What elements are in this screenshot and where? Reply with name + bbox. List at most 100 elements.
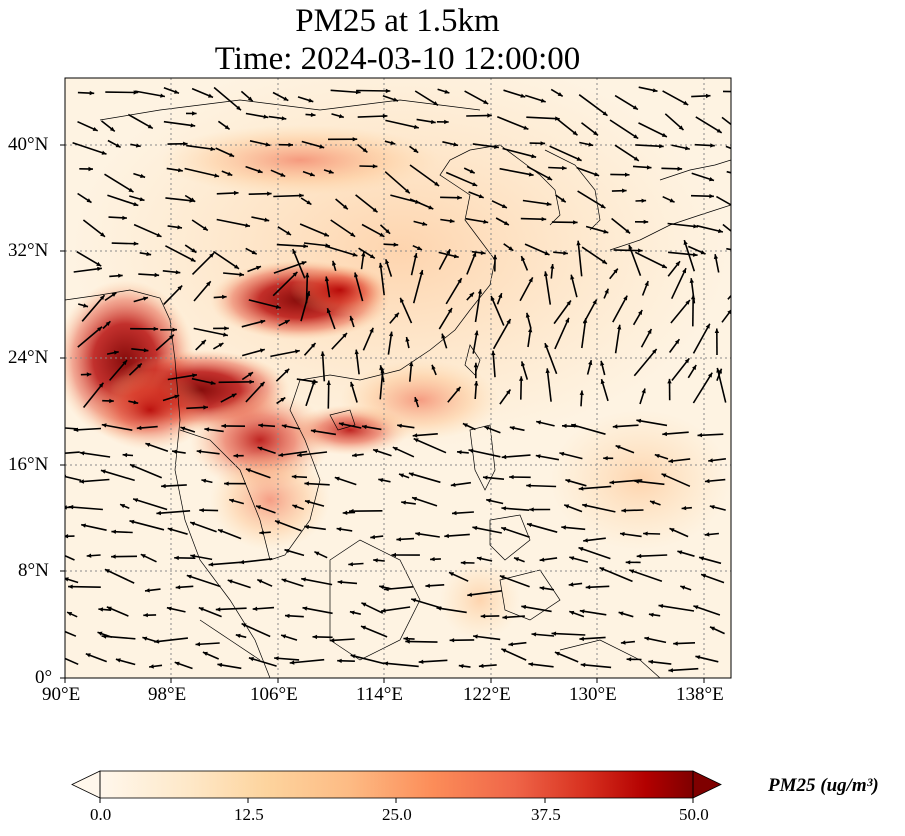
wind-arrow-head — [378, 262, 383, 268]
wind-arrow-head — [494, 144, 499, 149]
wind-arrow-head — [334, 476, 340, 481]
wind-arrow-head — [599, 567, 605, 572]
wind-arrow-shaft — [634, 251, 668, 269]
wind-arrow-shaft — [274, 520, 302, 532]
wind-arrow-head — [352, 453, 357, 458]
wind-arrow-shaft — [82, 219, 106, 238]
wind-arrow-shaft — [546, 368, 552, 402]
wind-arrow-head — [557, 92, 563, 97]
wind-arrow-head — [100, 469, 106, 474]
wind-arrow-head — [501, 506, 507, 511]
wind-arrow-head — [323, 232, 329, 237]
colorbar-tick-label: 12.5 — [234, 805, 264, 824]
wind-arrow-head — [201, 340, 206, 345]
wind-arrow-head — [501, 527, 507, 532]
wind-arrow-head — [149, 664, 154, 669]
wind-arrow-head — [405, 337, 410, 342]
wind-arrow-head — [502, 615, 507, 620]
wind-arrow-head — [392, 447, 398, 451]
wind-arrow-head — [544, 251, 550, 256]
wind-arrow-head — [683, 100, 689, 105]
wind-arrow-shaft — [327, 380, 330, 409]
wind-arrow-head — [190, 521, 196, 526]
wind-arrow-head — [391, 552, 396, 558]
wind-arrow-shaft — [270, 349, 300, 358]
wind-arrow-head — [133, 498, 139, 503]
wind-arrow-shaft — [101, 423, 133, 431]
wind-arrow-head — [385, 259, 390, 265]
wind-arrow-head — [617, 324, 622, 330]
wind-arrow-head — [135, 143, 141, 148]
wind-arrow-shaft — [379, 368, 384, 400]
wind-arrow-head — [133, 400, 139, 405]
wind-arrow-head — [528, 172, 534, 177]
wind-arrow-head — [105, 321, 111, 326]
wind-arrow-head — [570, 274, 575, 280]
wind-arrow-head — [128, 187, 134, 193]
wind-arrow-shaft — [65, 427, 78, 430]
wind-arrow-head — [531, 154, 537, 159]
wind-arrow-head — [46, 650, 51, 654]
wind-arrow-head — [509, 426, 515, 431]
wind-arrow-shaft — [578, 94, 608, 117]
wind-arrow-head — [564, 504, 570, 509]
wind-arrow-head — [467, 592, 472, 597]
wind-arrow-head — [480, 614, 486, 619]
wind-arrow-head — [257, 169, 263, 174]
wind-arrow-head — [349, 610, 355, 615]
wind-arrow-shaft — [726, 247, 731, 251]
wind-arrow-head — [350, 232, 356, 237]
wind-arrow-head — [204, 427, 210, 432]
wind-arrow-shaft — [399, 297, 413, 324]
wind-arrow-head — [139, 197, 145, 202]
wind-arrow-head — [675, 261, 680, 267]
x-tick-label: 130°E — [569, 684, 617, 705]
wind-arrow-shaft — [163, 120, 196, 127]
coastlines — [65, 99, 731, 678]
wind-arrow-head — [256, 505, 261, 510]
wind-arrow-shaft — [445, 277, 463, 305]
wind-arrow-head — [372, 207, 378, 213]
wind-arrow-head — [115, 658, 121, 663]
wind-arrow-head — [418, 659, 424, 664]
wind-arrow-shaft — [609, 119, 639, 140]
wind-arrow-head — [218, 529, 223, 534]
wind-arrow-head — [430, 119, 436, 124]
wind-arrow-head — [743, 151, 748, 155]
wind-arrow-head — [227, 579, 233, 584]
wind-arrow-head — [678, 125, 684, 130]
wind-arrow-head — [154, 639, 159, 644]
wind-arrow-shaft — [522, 199, 552, 206]
wind-arrow-head — [177, 225, 182, 230]
wind-arrow-head — [529, 507, 534, 512]
wind-arrow-head — [736, 206, 741, 210]
wind-arrow-head — [474, 381, 479, 386]
wind-arrow-shaft — [499, 575, 530, 588]
wind-arrow-head — [695, 655, 701, 660]
wind-arrow-shaft — [500, 526, 530, 539]
wind-arrow-shaft — [302, 606, 333, 615]
wind-arrow-head — [245, 223, 250, 228]
wind-arrow-shaft — [245, 381, 266, 403]
wind-arrow-head — [111, 292, 117, 297]
wind-arrow-shaft — [165, 197, 195, 202]
wind-arrow-head — [203, 405, 208, 410]
wind-arrow-head — [399, 473, 404, 478]
wind-arrow-head — [319, 144, 325, 149]
wind-arrow-head — [434, 181, 440, 186]
map-gridlines — [65, 78, 731, 678]
wind-arrow-head — [172, 449, 177, 454]
wind-arrow-shaft — [215, 607, 247, 611]
wind-arrow-head — [561, 525, 566, 530]
wind-arrow-head — [449, 638, 455, 643]
wind-arrow-head — [338, 422, 344, 427]
wind-arrow-head — [361, 602, 367, 607]
wind-arrow-head — [96, 261, 102, 267]
wind-arrow-head — [592, 299, 597, 305]
wind-arrow-head — [527, 522, 532, 528]
wind-arrow-head — [382, 113, 388, 119]
wind-arrow-head — [372, 164, 378, 169]
wind-arrow-head — [620, 531, 625, 537]
wind-arrow-head — [633, 156, 639, 161]
wind-arrow-head — [343, 204, 348, 210]
